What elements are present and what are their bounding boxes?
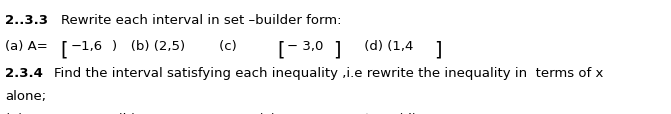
Text: x: x: [60, 112, 68, 114]
Text: +4≤7, (c) −6≤3: +4≤7, (c) −6≤3: [211, 112, 319, 114]
Text: [: [: [277, 40, 285, 59]
Text: Rewrite each interval in set –builder form:: Rewrite each interval in set –builder fo…: [61, 14, 342, 27]
Text: ): ): [111, 40, 117, 53]
Text: ]: ]: [333, 40, 341, 59]
Text: ]: ]: [434, 40, 442, 59]
Text: ♤12, (d) −4≤−2: ♤12, (d) −4≤−2: [361, 112, 471, 114]
Text: 2.3.4: 2.3.4: [5, 66, 43, 79]
Text: −2≤4, (b) −3≤: −2≤4, (b) −3≤: [70, 112, 171, 114]
Text: (b) (2,5)        (c): (b) (2,5) (c): [118, 40, 242, 53]
Text: alone;: alone;: [5, 89, 46, 102]
Text: (d) (1,4: (d) (1,4: [344, 40, 413, 53]
Text: [: [: [60, 40, 68, 59]
Text: x: x: [351, 112, 358, 114]
Text: x: x: [503, 112, 511, 114]
Text: −1,6: −1,6: [70, 40, 103, 53]
Text: ≤6,: ≤6,: [513, 112, 537, 114]
Text: x: x: [201, 112, 209, 114]
Text: (a) A=: (a) A=: [5, 40, 48, 53]
Text: Find the interval satisfying each inequality ,i.e rewrite the inequality in  ter: Find the interval satisfying each inequa…: [54, 66, 604, 79]
Text: − 3,0: − 3,0: [287, 40, 323, 53]
Text: (a) 1≤: (a) 1≤: [5, 112, 48, 114]
Text: 2..3.3: 2..3.3: [5, 14, 48, 27]
